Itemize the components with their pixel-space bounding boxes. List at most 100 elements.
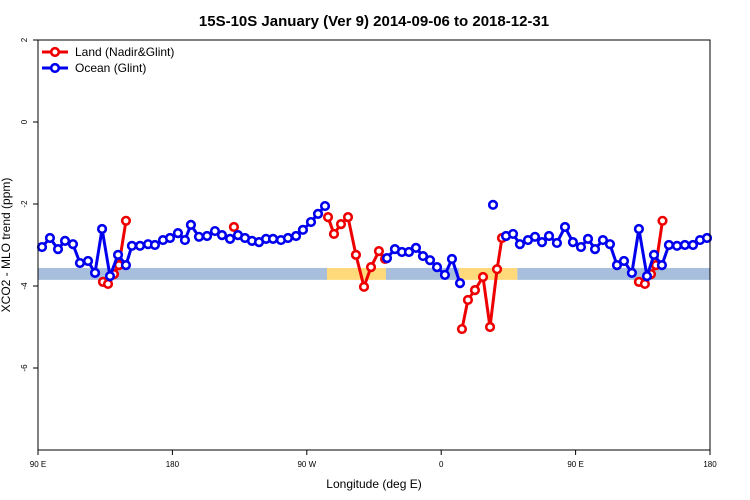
data-point <box>514 239 525 250</box>
y-axis-label: XCO2 - MLO trend (ppm) <box>0 178 13 313</box>
data-point <box>67 239 79 250</box>
data-point <box>657 215 668 226</box>
x-tick-label: 90 E <box>567 460 583 469</box>
data-point <box>96 223 108 235</box>
legend-label: Land (Nadir&Glint) <box>75 45 174 59</box>
data-point <box>641 271 653 282</box>
data-point <box>185 219 197 231</box>
data-point <box>216 230 228 241</box>
y-tick-label: -4 <box>20 282 29 290</box>
data-point <box>342 212 354 223</box>
data-point <box>290 230 302 242</box>
data-point <box>74 257 86 269</box>
y-tick-label: -6 <box>20 364 29 372</box>
data-point <box>462 294 474 306</box>
x-tick-label: 90 E <box>30 460 46 469</box>
data-point <box>209 225 221 237</box>
data-point <box>484 321 496 333</box>
y-tick-label: 2 <box>20 37 29 42</box>
data-point <box>671 240 683 251</box>
x-tick-label: 0 <box>439 460 444 469</box>
data-point <box>149 239 161 251</box>
uncertainty-band <box>38 267 327 280</box>
x-tick-label: 90 W <box>297 460 316 469</box>
data-point <box>193 231 205 242</box>
data-point <box>529 231 541 242</box>
data-point <box>431 262 443 273</box>
data-point <box>536 237 548 248</box>
data-point <box>575 241 587 253</box>
plot-frame <box>37 39 711 451</box>
x-axis-label: Longitude (deg E) <box>326 477 421 491</box>
data-point <box>322 212 334 223</box>
data-point <box>618 255 630 267</box>
data-point <box>381 253 393 264</box>
uncertainty-band <box>517 267 710 280</box>
data-point <box>469 285 481 296</box>
uncertainty-band <box>385 267 460 280</box>
data-point <box>559 221 571 233</box>
data-point <box>267 233 279 244</box>
data-point <box>543 230 555 242</box>
chart-title: 15S-10S January (Ver 9) 2014-09-06 to 20… <box>199 13 549 30</box>
data-point <box>36 241 48 253</box>
data-point <box>633 223 645 235</box>
data-point <box>104 271 116 282</box>
data-point <box>424 255 436 266</box>
data-point <box>335 218 347 230</box>
data-point <box>611 259 623 271</box>
data-point <box>454 278 466 289</box>
y-tick-label: -2 <box>20 200 29 208</box>
x-tick-label: 180 <box>703 460 717 469</box>
data-point <box>373 246 385 257</box>
data-point <box>82 255 94 267</box>
data-point <box>179 234 191 246</box>
data-point <box>403 246 415 258</box>
legend-marker <box>49 46 61 58</box>
legend-marker <box>49 62 61 74</box>
data-point <box>439 269 451 281</box>
data-point <box>319 200 331 212</box>
uncertainty-band <box>324 267 386 280</box>
data-point <box>626 267 637 278</box>
data-point <box>59 235 71 246</box>
data-point <box>491 264 503 275</box>
data-point <box>120 259 132 271</box>
data-point <box>305 216 317 228</box>
data-point <box>477 271 489 283</box>
data-point <box>312 208 324 219</box>
data-point <box>297 224 309 235</box>
data-point <box>410 242 422 253</box>
data-point <box>172 228 184 239</box>
data-point <box>551 237 563 249</box>
data-point <box>507 228 519 240</box>
data-point <box>201 230 213 242</box>
plot-area <box>36 199 713 335</box>
data-point <box>228 221 240 233</box>
data-point <box>589 244 601 255</box>
data-point <box>639 278 650 290</box>
data-point <box>701 232 713 244</box>
data-point <box>328 228 340 240</box>
data-point <box>604 239 616 250</box>
legend: Land (Nadir&Glint) Ocean (Glint) <box>42 45 174 75</box>
data-point <box>134 240 146 251</box>
data-point <box>102 278 114 290</box>
data-point <box>224 233 236 244</box>
data-point <box>282 232 294 244</box>
data-point <box>120 215 132 226</box>
data-point <box>44 232 56 244</box>
data-point <box>487 199 499 210</box>
data-point <box>52 244 64 255</box>
data-point <box>679 239 691 251</box>
uncertainty-band <box>459 267 518 280</box>
data-point <box>358 281 370 292</box>
data-point <box>112 249 124 260</box>
legend-label: Ocean (Glint) <box>75 61 146 75</box>
data-point <box>687 239 699 251</box>
data-point <box>417 250 429 262</box>
data-point <box>456 323 468 335</box>
data-point <box>446 253 458 265</box>
data-point <box>567 237 579 248</box>
